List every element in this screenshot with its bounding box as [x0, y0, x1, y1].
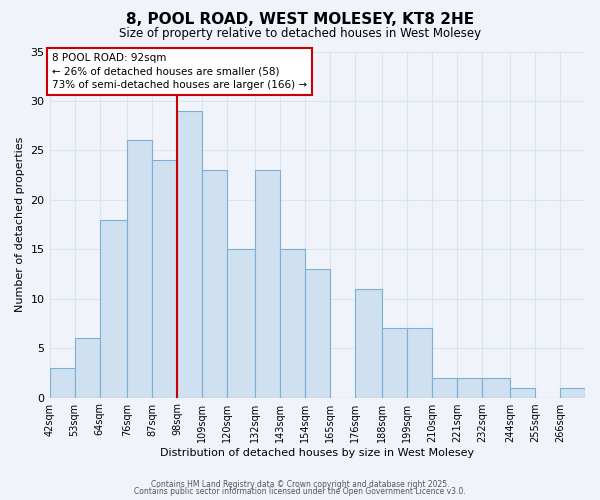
Bar — [177, 111, 202, 398]
Bar — [382, 328, 407, 398]
Text: Contains HM Land Registry data © Crown copyright and database right 2025.: Contains HM Land Registry data © Crown c… — [151, 480, 449, 489]
Bar — [202, 170, 227, 398]
Bar — [457, 378, 482, 398]
Bar — [305, 269, 330, 398]
Bar — [482, 378, 510, 398]
X-axis label: Distribution of detached houses by size in West Molesey: Distribution of detached houses by size … — [160, 448, 475, 458]
Bar — [50, 368, 74, 398]
Bar — [280, 250, 305, 398]
Bar — [227, 250, 254, 398]
Text: Contains public sector information licensed under the Open Government Licence v3: Contains public sector information licen… — [134, 487, 466, 496]
Bar — [355, 289, 382, 398]
Text: Size of property relative to detached houses in West Molesey: Size of property relative to detached ho… — [119, 28, 481, 40]
Bar — [254, 170, 280, 398]
Bar — [152, 160, 177, 398]
Text: 8, POOL ROAD, WEST MOLESEY, KT8 2HE: 8, POOL ROAD, WEST MOLESEY, KT8 2HE — [126, 12, 474, 28]
Bar — [560, 388, 585, 398]
Bar — [407, 328, 433, 398]
Bar — [100, 220, 127, 398]
Bar — [74, 338, 100, 398]
Bar — [127, 140, 152, 398]
Text: 8 POOL ROAD: 92sqm
← 26% of detached houses are smaller (58)
73% of semi-detache: 8 POOL ROAD: 92sqm ← 26% of detached hou… — [52, 54, 307, 90]
Bar — [433, 378, 457, 398]
Y-axis label: Number of detached properties: Number of detached properties — [15, 137, 25, 312]
Bar — [510, 388, 535, 398]
